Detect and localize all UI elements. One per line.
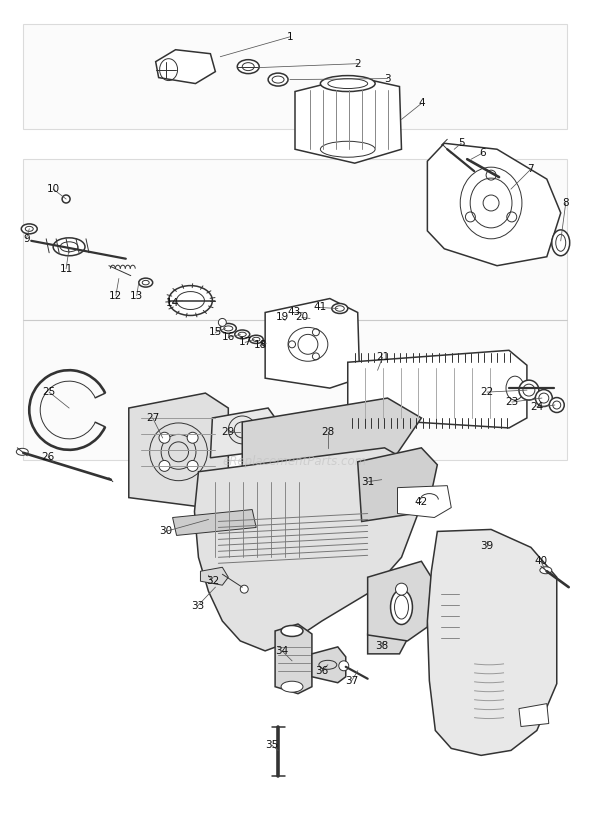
Circle shape <box>240 585 248 593</box>
Circle shape <box>159 432 170 443</box>
Text: 6: 6 <box>479 148 486 158</box>
Polygon shape <box>156 50 215 83</box>
Text: 19: 19 <box>276 313 289 323</box>
Text: 24: 24 <box>530 402 543 412</box>
Polygon shape <box>23 24 567 130</box>
Polygon shape <box>23 159 567 320</box>
Ellipse shape <box>441 145 451 151</box>
Ellipse shape <box>53 238 85 256</box>
Text: 42: 42 <box>415 497 428 507</box>
Polygon shape <box>195 448 421 651</box>
Ellipse shape <box>320 141 375 158</box>
Text: 28: 28 <box>321 427 335 437</box>
Circle shape <box>187 460 198 471</box>
Text: 2: 2 <box>355 59 361 68</box>
Circle shape <box>187 432 198 443</box>
Polygon shape <box>368 561 431 641</box>
Ellipse shape <box>391 590 412 625</box>
Text: 41: 41 <box>313 303 326 313</box>
Text: 34: 34 <box>276 646 289 656</box>
Circle shape <box>218 318 227 327</box>
Circle shape <box>395 583 408 595</box>
Polygon shape <box>358 448 437 521</box>
Text: 40: 40 <box>535 556 548 566</box>
Ellipse shape <box>262 340 274 346</box>
Polygon shape <box>201 568 228 585</box>
Text: 35: 35 <box>266 740 278 751</box>
Text: 39: 39 <box>480 541 494 551</box>
Ellipse shape <box>139 278 153 287</box>
Text: 8: 8 <box>562 198 569 208</box>
Polygon shape <box>519 704 549 727</box>
Text: 27: 27 <box>146 413 159 423</box>
Polygon shape <box>312 647 346 683</box>
Text: 10: 10 <box>47 184 60 194</box>
Ellipse shape <box>237 59 259 73</box>
Polygon shape <box>211 408 278 458</box>
Text: 33: 33 <box>191 601 204 611</box>
Ellipse shape <box>535 389 552 407</box>
Text: 30: 30 <box>159 526 172 536</box>
Ellipse shape <box>540 567 552 573</box>
Polygon shape <box>348 351 527 428</box>
Polygon shape <box>275 624 312 694</box>
Polygon shape <box>242 398 421 482</box>
Ellipse shape <box>320 76 375 92</box>
Polygon shape <box>23 320 567 460</box>
Text: 15: 15 <box>209 328 222 337</box>
Text: 22: 22 <box>480 387 494 397</box>
Text: 3: 3 <box>384 73 391 83</box>
Text: 18: 18 <box>254 341 267 351</box>
Circle shape <box>339 661 349 671</box>
Ellipse shape <box>281 625 303 636</box>
Text: 25: 25 <box>42 387 56 397</box>
Circle shape <box>62 195 70 203</box>
Ellipse shape <box>519 380 539 400</box>
Ellipse shape <box>220 323 236 333</box>
Text: 21: 21 <box>376 352 389 362</box>
Text: 36: 36 <box>315 666 329 676</box>
Ellipse shape <box>235 330 250 339</box>
Text: 17: 17 <box>238 337 252 347</box>
Polygon shape <box>398 486 451 517</box>
Text: 9: 9 <box>23 233 30 244</box>
Text: 38: 38 <box>375 641 388 651</box>
Ellipse shape <box>549 398 564 412</box>
Text: 23: 23 <box>506 397 519 407</box>
Ellipse shape <box>268 73 288 86</box>
Ellipse shape <box>552 230 570 256</box>
Text: eReplacementParts.com: eReplacementParts.com <box>223 455 367 469</box>
Text: 20: 20 <box>296 313 309 323</box>
Polygon shape <box>427 530 557 756</box>
Polygon shape <box>427 144 560 266</box>
Ellipse shape <box>249 335 263 343</box>
Text: 32: 32 <box>206 576 219 587</box>
Polygon shape <box>368 627 408 654</box>
Ellipse shape <box>281 681 303 692</box>
Polygon shape <box>173 510 256 535</box>
Ellipse shape <box>17 448 28 455</box>
Text: 7: 7 <box>527 164 534 174</box>
Polygon shape <box>265 299 360 388</box>
Polygon shape <box>295 77 402 163</box>
Text: 13: 13 <box>130 290 143 300</box>
Ellipse shape <box>169 285 212 315</box>
Text: 1: 1 <box>287 32 293 42</box>
Circle shape <box>159 460 170 471</box>
Text: 29: 29 <box>222 427 235 437</box>
Text: 14: 14 <box>166 298 179 308</box>
Text: 4: 4 <box>418 98 425 108</box>
Text: 31: 31 <box>361 477 374 487</box>
Text: 43: 43 <box>287 308 301 318</box>
Polygon shape <box>129 393 228 507</box>
Text: 11: 11 <box>60 264 73 274</box>
Ellipse shape <box>21 224 37 233</box>
Text: 16: 16 <box>222 332 235 342</box>
Text: 26: 26 <box>41 452 55 462</box>
Ellipse shape <box>462 156 470 161</box>
Text: 5: 5 <box>458 139 464 148</box>
Ellipse shape <box>332 304 348 314</box>
Text: 12: 12 <box>109 290 123 300</box>
Text: 37: 37 <box>345 676 358 686</box>
